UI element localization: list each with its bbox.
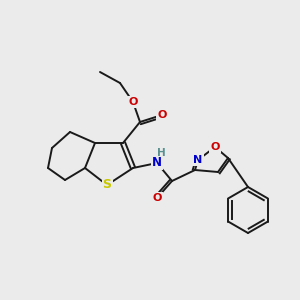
Text: O: O (210, 142, 220, 152)
Text: H: H (157, 148, 165, 158)
Text: O: O (128, 97, 138, 107)
Text: S: S (103, 178, 112, 191)
Text: N: N (194, 155, 202, 165)
Text: O: O (157, 110, 167, 120)
Text: N: N (152, 157, 162, 169)
Text: O: O (152, 193, 162, 203)
